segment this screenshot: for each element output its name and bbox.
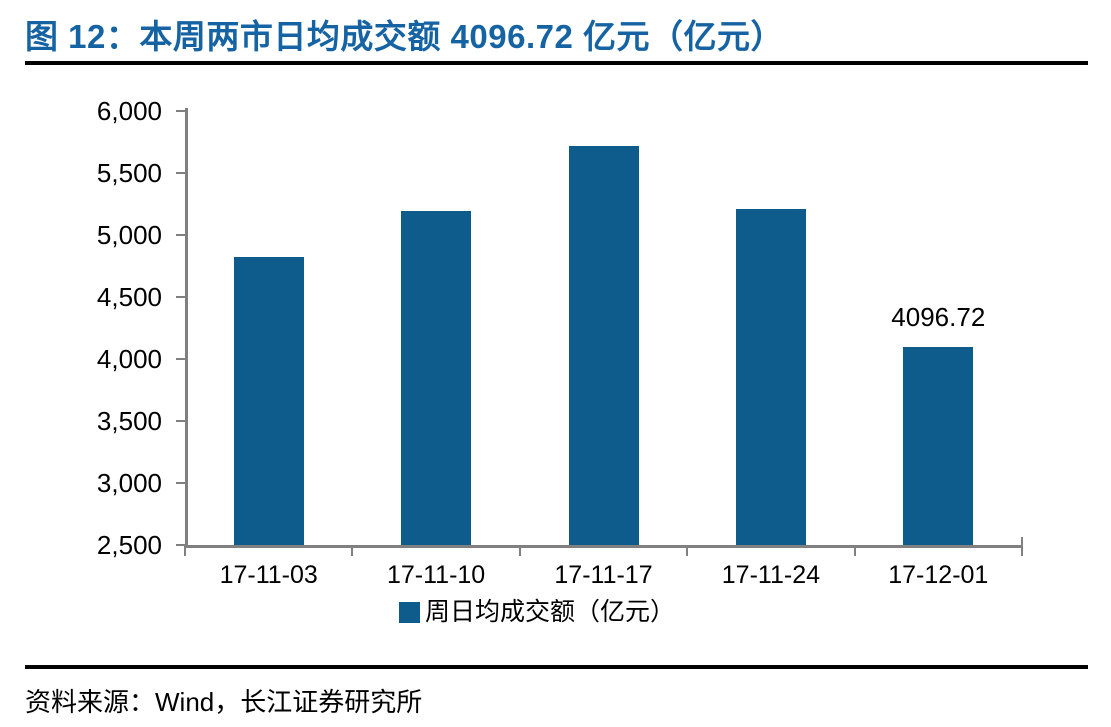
x-axis-tick-label: 17-11-17 (554, 561, 653, 589)
y-axis-tick-label: 4,000 (96, 344, 162, 374)
y-axis-tick-label: 5,000 (96, 220, 162, 250)
x-axis-line (184, 545, 1022, 548)
x-axis-tick (351, 545, 354, 556)
y-axis-tick (176, 172, 185, 174)
chart-legend: 周日均成交额（亿元） (398, 598, 676, 626)
title-underline (25, 61, 1088, 65)
y-axis-line (185, 108, 188, 548)
x-axis-tick (1021, 537, 1023, 556)
x-axis-tick (184, 545, 186, 556)
y-axis-tick (176, 420, 185, 422)
y-axis-tick-label: 6,000 (96, 96, 162, 126)
y-axis-tick-label: 2,500 (96, 530, 162, 560)
x-axis-tick (518, 545, 521, 556)
figure-title: 图 12：本周两市日均成交额 4096.72 亿元（亿元） (25, 18, 784, 55)
y-axis-tick (176, 358, 185, 360)
footer-divider (25, 665, 1088, 669)
x-axis-tick (686, 545, 689, 556)
bar-17-11-24 (735, 208, 806, 545)
y-axis-tick (176, 544, 185, 546)
x-axis-tick-label: 17-11-24 (721, 561, 820, 589)
x-axis-tick-label: 17-11-10 (386, 561, 486, 589)
y-axis-tick-label: 4,500 (96, 282, 162, 312)
y-axis-tick (176, 234, 185, 236)
y-axis-tick-label: 5,500 (96, 158, 162, 188)
y-axis-tick (176, 110, 185, 112)
y-axis-tick-label: 3,000 (96, 468, 162, 498)
bar-chart-plot-area: 2,500 3,000 3,500 4,000 4,500 5,000 5,500 6,000… (96, 96, 1023, 589)
bar-17-11-17 (568, 145, 639, 545)
x-axis-tick (853, 545, 856, 556)
bar-17-12-01 (903, 347, 974, 545)
bar-17-11-10 (401, 210, 472, 545)
x-axis-tick-label: 17-12-01 (888, 561, 989, 589)
legend-swatch-icon (398, 601, 420, 623)
bar-value-label: 4096.72 (891, 302, 986, 332)
y-axis-tick (176, 482, 185, 484)
source-note: 资料来源：Wind，长江证券研究所 (25, 687, 423, 717)
y-axis-tick (176, 296, 185, 298)
bar-17-11-03 (233, 256, 304, 545)
y-axis-tick-label: 3,500 (96, 406, 162, 436)
x-axis-tick-label: 17-11-03 (219, 561, 318, 589)
legend-label: 周日均成交额（亿元） (424, 598, 676, 626)
